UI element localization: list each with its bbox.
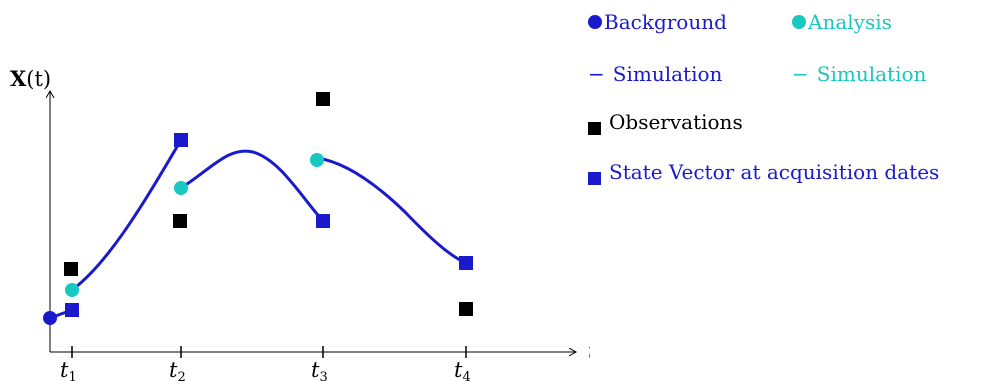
legend-simulation-analysis-label: Simulation	[816, 62, 927, 86]
legend: Background Analysis − Simulation − Simul…	[588, 0, 995, 200]
x-axis-label: t	[588, 339, 590, 363]
observation-marker-icon	[588, 121, 601, 135]
legend-simulation-analysis: − Simulation	[792, 62, 926, 86]
legend-state-vector: State Vector at acquisition dates	[588, 160, 940, 185]
dash-line-icon: −	[792, 62, 809, 86]
analysis-simulation-segment-2	[316, 156, 467, 265]
data-assimilation-diagram: X(t) t t1 t2 t3 t4	[10, 66, 590, 381]
state-vector-t3	[316, 214, 330, 228]
state-vector-t2	[174, 133, 188, 147]
tick-label-t2: t2	[169, 358, 186, 381]
observation-t2	[173, 214, 187, 228]
background-point	[43, 311, 57, 325]
dash-line-icon: −	[588, 62, 605, 86]
background-simulation-segment-2	[71, 139, 183, 292]
analysis-point-t2	[174, 181, 188, 195]
legend-simulation-background: − Simulation	[588, 62, 722, 86]
legend-background-label: Background	[604, 10, 727, 34]
state-vector-t1	[65, 303, 79, 317]
legend-analysis: Analysis	[792, 10, 892, 34]
legend-background: Background	[588, 10, 727, 34]
observation-t4	[459, 302, 473, 316]
legend-observations-label: Observations	[609, 110, 743, 134]
analysis-marker-icon	[792, 15, 806, 29]
analysis-point-t1	[65, 283, 79, 297]
tick-label-t4: t4	[454, 358, 471, 381]
observation-t1	[64, 262, 78, 276]
legend-state-vector-label: State Vector at acquisition dates	[609, 160, 940, 184]
analysis-simulation-segment-1	[180, 149, 325, 222]
tick-label-t1: t1	[60, 358, 77, 381]
legend-simulation-background-label: Simulation	[612, 62, 723, 86]
y-axis-label: X(t)	[10, 66, 51, 91]
legend-observations: Observations	[588, 110, 743, 135]
observation-t3	[316, 92, 330, 106]
tick-label-t3: t3	[311, 358, 328, 381]
legend-analysis-label: Analysis	[808, 10, 892, 34]
state-vector-marker-icon	[588, 171, 601, 185]
analysis-point-t3	[310, 153, 324, 167]
state-vector-t4	[459, 256, 473, 270]
background-marker-icon	[588, 15, 602, 29]
